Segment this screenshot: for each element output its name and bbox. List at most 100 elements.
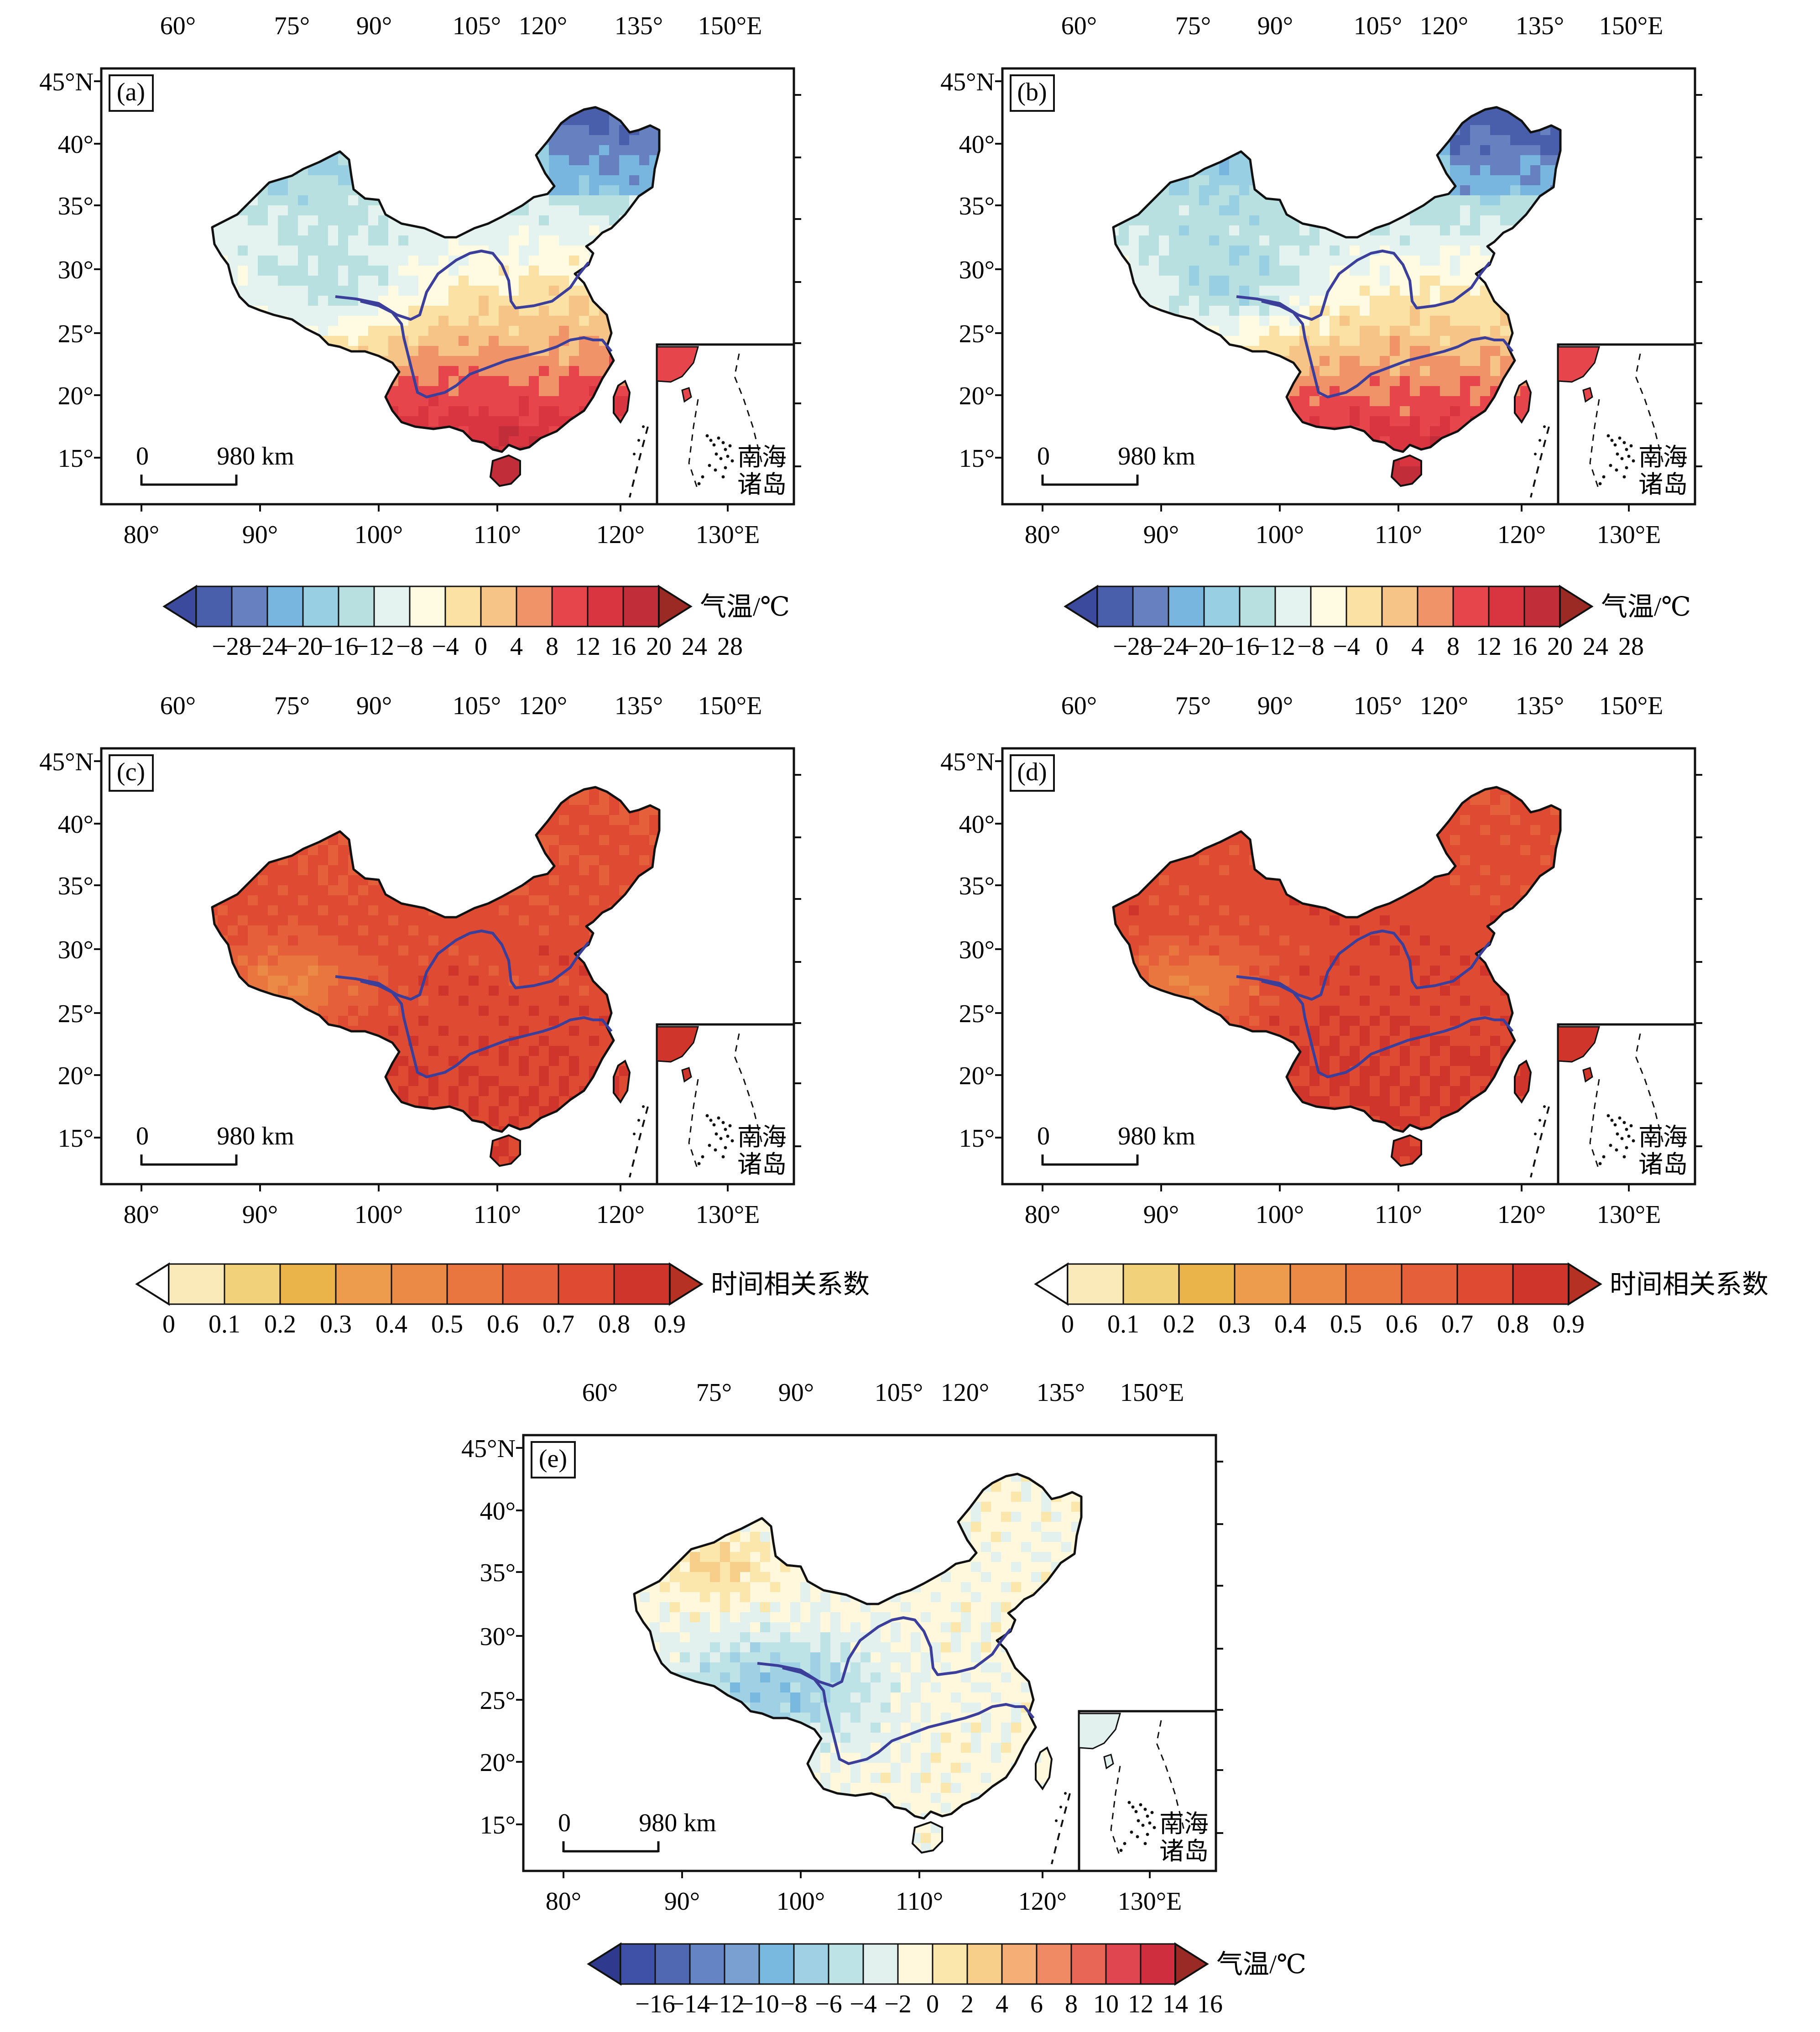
colorbar-arrow-low [162, 585, 197, 628]
top-lon-label: 105° [875, 1379, 923, 1407]
top-lon-label: 120° [519, 692, 567, 720]
china-boundary [211, 786, 661, 1133]
left-lat-label: 40° [58, 810, 94, 839]
colorbar-tick-label: 0.1 [1107, 1310, 1139, 1338]
bottom-lon-label: 130°E [696, 521, 760, 549]
bottom-lon-label: 120° [1497, 1201, 1546, 1229]
bottom-lon-label: 100° [355, 521, 403, 549]
colorbar-swatch [1001, 1943, 1038, 1985]
scale-zero: 0 [558, 1809, 571, 1837]
colorbar-swatch [558, 1263, 615, 1305]
colorbar-swatch [932, 1943, 968, 1985]
china-boundary [211, 106, 661, 453]
colorbar-arrow-low [1034, 1262, 1069, 1306]
bottom-lon-label: 90° [1143, 1201, 1179, 1229]
inset-label: 南海 [737, 1123, 787, 1151]
colorbar-tick-label: 0.3 [1219, 1310, 1251, 1338]
colorbar-tick-label: 0.7 [1441, 1310, 1473, 1338]
bottom-lon-label: 80° [1025, 1201, 1060, 1229]
top-lon-label: 135° [615, 12, 663, 40]
top-lon-label: 60° [160, 12, 196, 40]
colorbar-swatch [622, 585, 660, 627]
map-data-grid [634, 1474, 1081, 1853]
colorbar-tick-label: 0.2 [1163, 1310, 1195, 1338]
colorbar-swatch [1452, 585, 1490, 627]
colorbar-swatch [1067, 1263, 1124, 1305]
colorbar-swatch [1122, 1263, 1180, 1305]
bottom-lon-label: 80° [124, 521, 159, 549]
top-lon-label: 135° [1037, 1379, 1085, 1407]
colorbar-tick-label: −24 [1148, 632, 1189, 661]
map-panel-c: (c) 60° 75° 90° 105° 120° 135° 150°E 45°N 40° 35° 3… [0, 680, 801, 1319]
left-lat-label: 40° [959, 810, 995, 839]
top-lon-label: 60° [1061, 12, 1097, 40]
colorbar-tick-label: −12 [354, 632, 394, 661]
top-lon-label: 90° [778, 1379, 814, 1407]
bottom-lon-label: 120° [1018, 1887, 1067, 1916]
colorbar-tick-label: −12 [1255, 632, 1295, 661]
colorbar-swatch [409, 585, 446, 627]
map-frame [1001, 67, 1696, 506]
colorbar-swatch [335, 1263, 392, 1305]
colorbar-title: 时间相关系数 [711, 1269, 870, 1299]
yangtze-river [1261, 980, 1514, 1078]
colorbar-swatch [793, 1943, 829, 1985]
colorbar-swatch [1105, 1943, 1142, 1985]
left-lat-label: 40° [58, 131, 94, 159]
colorbar-tick-label: −4 [850, 1990, 877, 2018]
top-lon-label: 135° [1516, 692, 1564, 720]
colorbar-swatch [620, 1943, 656, 1985]
bottom-lon-label: 110° [1375, 521, 1422, 549]
colorbar-arrow-high [669, 1262, 704, 1306]
colorbar-swatch [1488, 585, 1525, 627]
colorbar-swatch [302, 585, 339, 627]
bottom-lon-label: 120° [1497, 521, 1546, 549]
colorbar-tick-label: −2 [884, 1990, 912, 2018]
colorbar-swatch [689, 1943, 725, 1985]
top-lon-label: 105° [453, 692, 501, 720]
scale-zero: 0 [1037, 442, 1050, 470]
panel-tag-box [1010, 754, 1055, 792]
left-lat-label: 20° [58, 382, 94, 410]
left-lat-label: 25° [959, 1000, 995, 1028]
colorbar-tick-label: 4 [1411, 632, 1424, 661]
colorbar-swatch [1523, 585, 1561, 627]
colorbar-tick-label: 8 [546, 632, 558, 661]
colorbar-tick-label: 28 [717, 632, 743, 661]
colorbar-tick-label: 12 [1476, 632, 1502, 661]
colorbar-swatch [1234, 1263, 1291, 1305]
left-lat-label: 45°N [461, 1435, 516, 1463]
colorbar-tick-label: −10 [739, 1990, 779, 2018]
map-panel-a: (a) 60° 75° 90° 105° 120° 135° 150°E 45°N 40° 35° 3… [0, 0, 801, 639]
map-data-grid [212, 787, 659, 1166]
panel-tag: (e) [539, 1445, 567, 1473]
colorbar-swatch [1417, 585, 1454, 627]
colorbar-swatch [828, 1943, 864, 1985]
colorbar-swatch [897, 1943, 933, 1985]
inset-label: 南海 [1638, 444, 1688, 471]
colorbar-swatch [613, 1263, 671, 1305]
scale-label: 980 km [1118, 442, 1195, 470]
bottom-lon-label: 130°E [1597, 521, 1661, 549]
left-lat-label: 20° [959, 382, 995, 410]
top-lon-label: 60° [160, 692, 196, 720]
colorbar-swatch [338, 585, 375, 627]
colorbar-tick-label: −6 [815, 1990, 842, 2018]
maritime-boundary [1530, 426, 1550, 498]
colorbar-swatch [966, 1943, 1003, 1985]
hainan-boundary [1390, 454, 1422, 487]
colorbar-swatch [1289, 1263, 1347, 1305]
colorbar-tick-label: 0.5 [431, 1310, 463, 1338]
colorbar-arrow-high [658, 585, 693, 628]
south-china-sea-inset [656, 343, 795, 506]
hainan-boundary [1390, 1134, 1422, 1167]
colorbar-swatch [266, 585, 304, 627]
colorbar-title: 气温/℃ [700, 592, 790, 622]
colorbar-title: 气温/℃ [1216, 1949, 1306, 1979]
left-lat-label: 30° [480, 1623, 516, 1651]
top-lon-label: 90° [1257, 12, 1293, 40]
map-panel-e: (e) 60° 75° 90° 105° 120° 135° 150°E 45°N 40° 35° 3… [422, 1367, 1223, 2006]
left-lat-label: 45°N [940, 748, 995, 776]
panel-tag-box [109, 74, 154, 112]
colorbar-tick-label: 0 [926, 1990, 939, 2018]
